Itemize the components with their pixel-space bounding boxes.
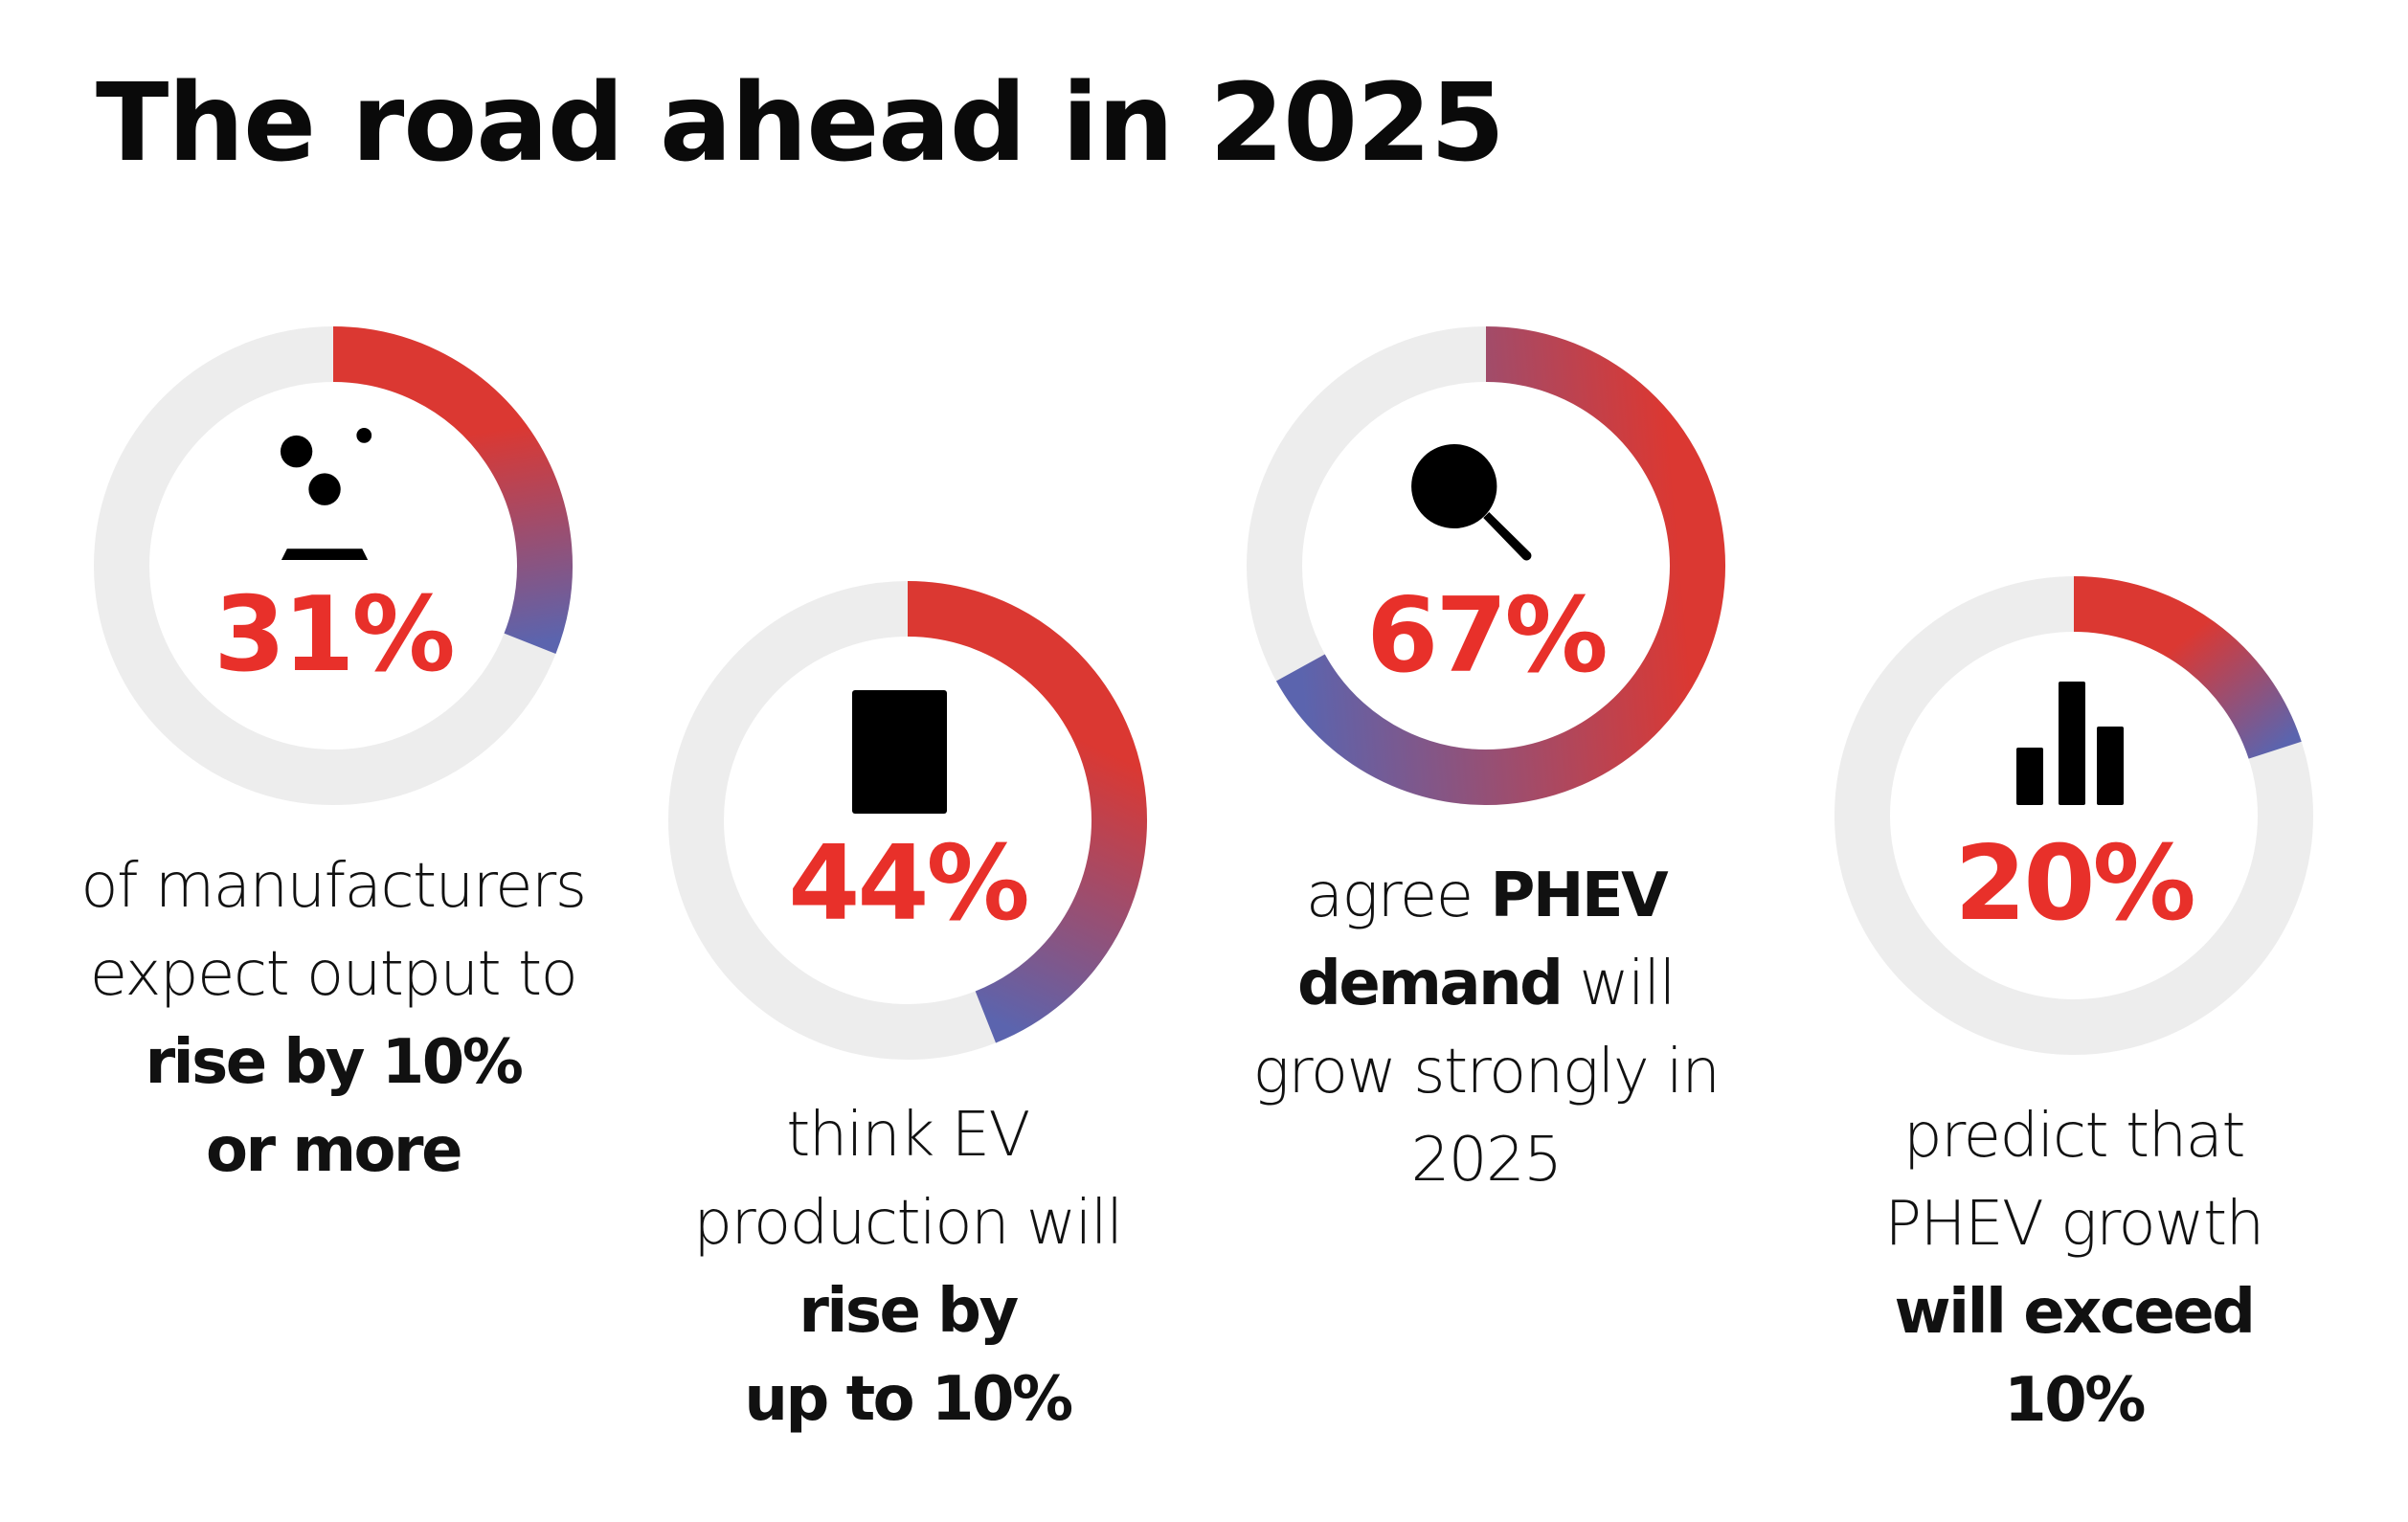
donut-value-arc <box>907 581 1147 1043</box>
caption-bold-text: demand <box>1297 949 1564 1019</box>
caption-line: rise by 10% <box>27 1018 640 1107</box>
bar-chart-icon <box>2011 682 2137 806</box>
percent-label: 44% <box>788 824 1027 944</box>
caption-text: will <box>1561 949 1676 1019</box>
caption-bold-text: rise by 10% <box>145 1027 524 1098</box>
caption-text: think EV <box>786 1100 1030 1171</box>
caption-2: think EV production will rise by up to 10% <box>601 1091 1214 1444</box>
caption-line: PHEV growth <box>1767 1180 2380 1268</box>
caption-text: of manufacturers <box>80 851 587 922</box>
caption-bold-text: or more <box>206 1115 462 1186</box>
caption-line: or more <box>27 1107 640 1195</box>
caption-line: grow strongly in <box>1180 1028 1792 1116</box>
caption-text: expect output to <box>89 939 578 1010</box>
caption-bold-text: rise by <box>799 1276 1019 1347</box>
caption-4: predict that PHEV growth will exceed 10% <box>1767 1092 2380 1444</box>
donut-3: 67% <box>1247 326 1725 805</box>
caption-line: expect output to <box>27 930 640 1018</box>
caption-text: predict that <box>1903 1101 2245 1172</box>
caption-line: rise by <box>601 1267 1214 1355</box>
caption-text: production will <box>693 1188 1123 1259</box>
dollar-magnifier-icon <box>1411 444 1532 561</box>
control-cabinet-icon <box>852 690 947 814</box>
donut-value-arc <box>2073 576 2302 760</box>
caption-line: up to 10% <box>601 1355 1214 1444</box>
caption-text: grow strongly in <box>1252 1037 1721 1108</box>
caption-line: 2025 <box>1180 1116 1792 1204</box>
percent-label: 67% <box>1366 576 1606 696</box>
percent-label: 31% <box>214 575 453 695</box>
caption-line: of manufacturers <box>27 842 640 930</box>
donut-1: 31% <box>94 326 573 805</box>
caption-line: production will <box>601 1179 1214 1267</box>
caption-bold-text: will exceed <box>1894 1277 2256 1348</box>
caption-bold-text: 10% <box>2004 1365 2146 1436</box>
donut-4: 20% <box>1834 576 2313 1055</box>
donut-value-arc <box>1275 326 1725 805</box>
caption-line: agree PHEV <box>1180 852 1792 940</box>
caption-line: think EV <box>601 1091 1214 1179</box>
caption-line: demand will <box>1180 940 1792 1028</box>
donut-2: 44% <box>668 581 1147 1060</box>
caption-line: will exceed <box>1767 1268 2380 1356</box>
caption-text: PHEV growth <box>1884 1189 2264 1260</box>
caption-1: of manufacturers expect output to rise by … <box>27 842 640 1195</box>
caption-line: 10% <box>1767 1356 2380 1444</box>
caption-line: predict that <box>1767 1092 2380 1180</box>
caption-bold-text: up to 10% <box>744 1364 1073 1435</box>
caption-bold-text: PHEV <box>1490 861 1668 931</box>
percent-label: 20% <box>1954 824 2194 944</box>
caption-text: 2025 <box>1410 1125 1563 1196</box>
page-title: The road ahead in 2025 <box>96 61 1505 186</box>
caption-text: agree <box>1305 861 1491 931</box>
donut-value-arc <box>332 326 573 655</box>
robot-arm-icon <box>280 428 376 561</box>
caption-3: agree PHEV demand will grow strongly in 202… <box>1180 852 1792 1204</box>
